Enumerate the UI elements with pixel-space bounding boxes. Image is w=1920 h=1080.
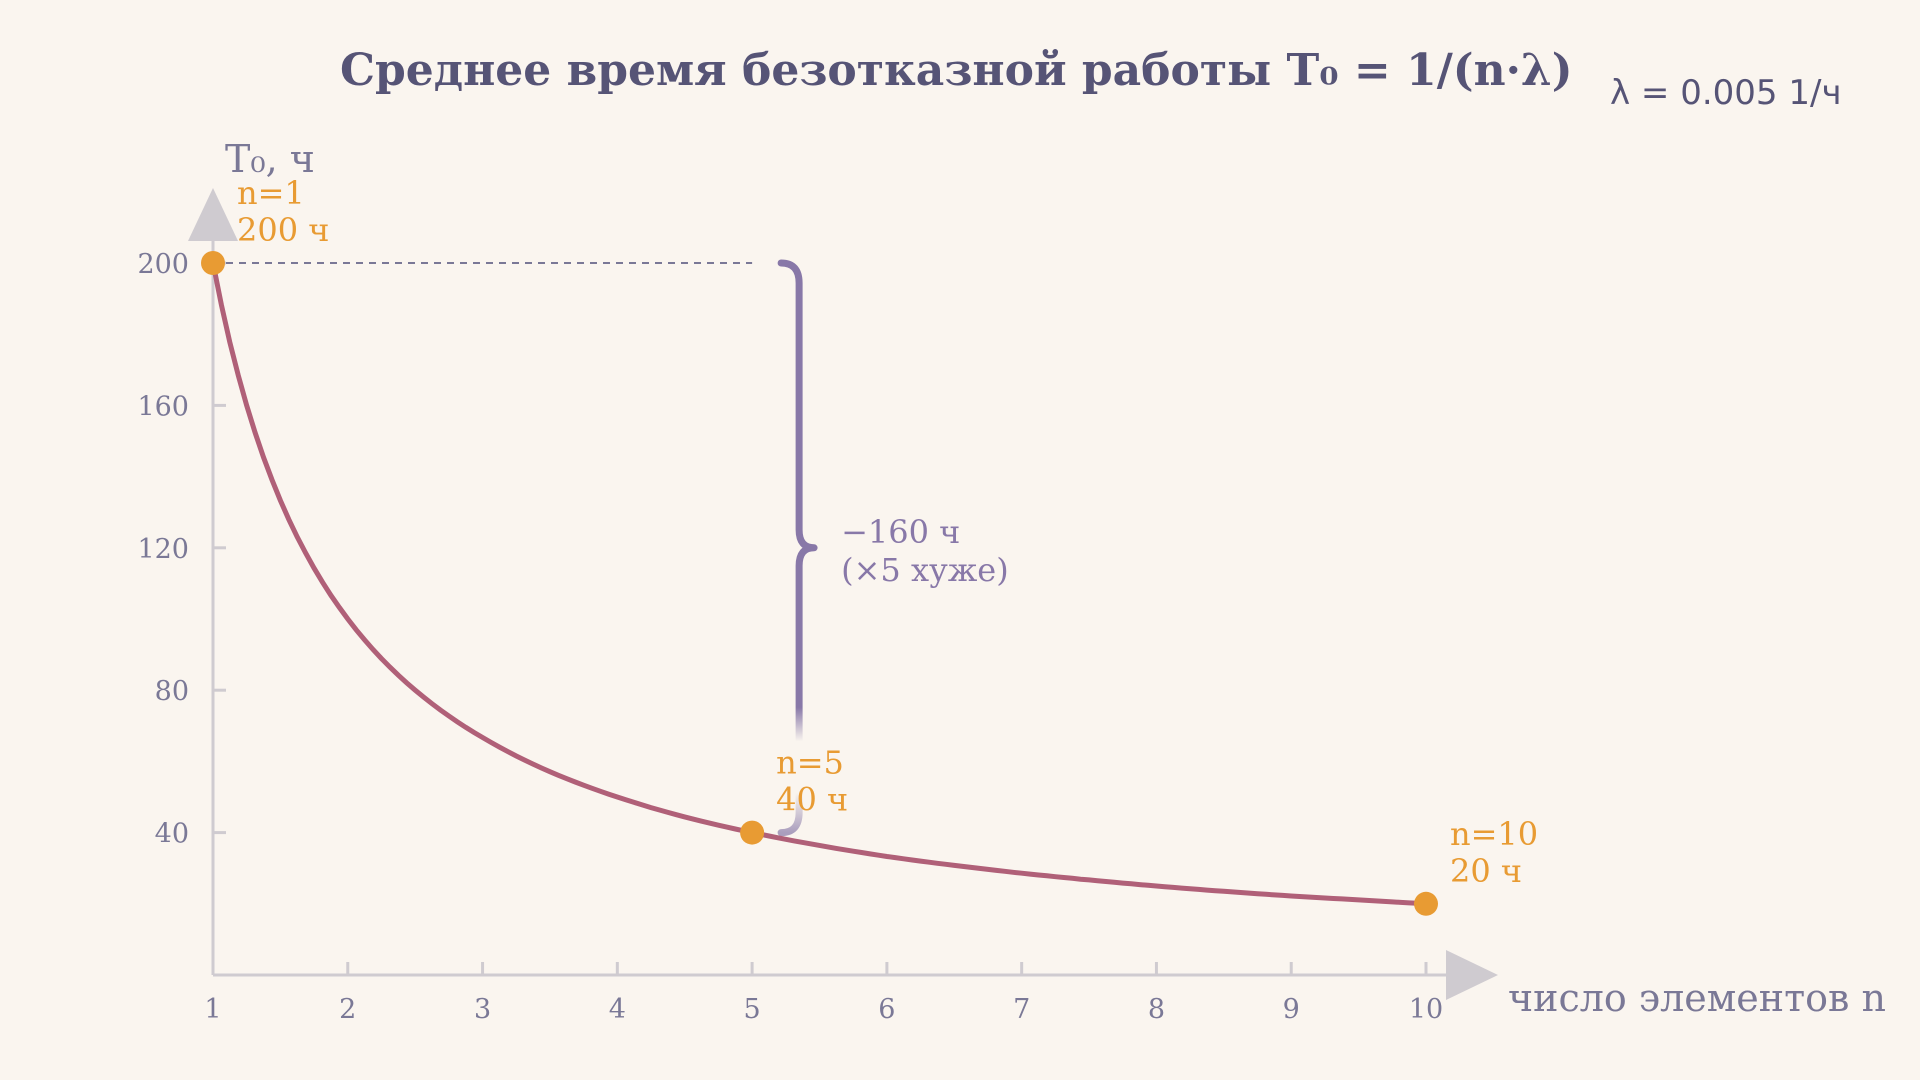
point-label-t: 200 ч [237,211,329,249]
x-tick-label: 3 [474,994,491,1025]
chart-title: Среднее время безотказной работы T₀ = 1/… [340,45,1573,96]
y-tick-label: 200 [137,249,189,280]
x-tick-label: 10 [1409,994,1443,1025]
x-tick-label: 1 [204,994,221,1025]
difference-brace [777,259,818,837]
difference-label: −160 ч [841,513,960,551]
x-tick-label: 4 [609,994,626,1025]
y-tick-label: 120 [137,534,189,565]
highlight-point [740,820,765,845]
series-line [210,260,1429,907]
x-tick-label: 2 [339,994,356,1025]
point-label-n: n=10 [1450,815,1538,853]
y-tick-label: 160 [137,391,189,422]
y-axis-arrow [188,188,238,241]
x-axis-arrow [1446,950,1498,1000]
y-axis-label: T₀, ч [225,137,315,181]
point-label-t: 40 ч [776,781,848,819]
x-tick-label: 5 [744,994,761,1025]
highlight-point [201,251,225,275]
x-tick-label: 7 [1013,994,1030,1025]
ratio-label: (×5 хуже) [841,551,1009,589]
x-axis-label: число элементов n [1508,976,1886,1020]
highlight-point [1414,891,1438,916]
point-label-n: n=1 [237,174,305,212]
lambda-parameter: λ = 0.005 1/ч [1610,73,1842,113]
point-label-n: n=5 [776,744,844,782]
y-tick-label: 80 [155,676,189,707]
y-tick-label: 40 [155,819,189,850]
axes [188,188,1498,1000]
x-tick-label: 8 [1148,994,1165,1025]
x-tick-label: 9 [1283,994,1300,1025]
x-ticks: 1 2 3 4 5 6 7 8 9 10 [204,962,1443,1025]
point-label-t: 20 ч [1450,852,1522,890]
y-ticks: 40 80 120 160 200 [137,249,226,850]
x-tick-label: 6 [878,994,895,1025]
